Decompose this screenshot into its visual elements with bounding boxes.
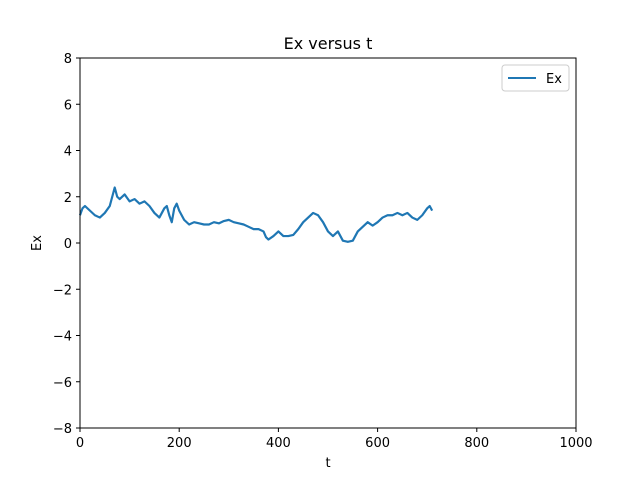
y-tick-label: −8 bbox=[53, 422, 72, 437]
x-tick-label: 400 bbox=[266, 436, 291, 451]
series-layer bbox=[78, 186, 434, 243]
x-tick-label: 800 bbox=[464, 436, 489, 451]
x-tick-label: 600 bbox=[365, 436, 390, 451]
chart-title: Ex versus t bbox=[284, 34, 373, 53]
y-axis-label: Ex bbox=[30, 235, 45, 251]
y-tick-label: −6 bbox=[53, 376, 72, 391]
y-tick-label: 2 bbox=[64, 191, 72, 206]
x-tick-label: 200 bbox=[167, 436, 192, 451]
plot-area bbox=[80, 58, 576, 428]
x-axis-ticks: 0 200 400 600 800 1000 bbox=[76, 428, 593, 451]
legend-label: Ex bbox=[546, 72, 562, 87]
x-tick-label: 1000 bbox=[559, 436, 592, 451]
y-tick-label: 8 bbox=[64, 52, 72, 67]
legend: Ex bbox=[501, 64, 570, 92]
y-tick-label: 4 bbox=[64, 145, 72, 160]
x-tick-label: 0 bbox=[76, 436, 84, 451]
y-tick-label: −4 bbox=[53, 330, 72, 345]
y-tick-label: 6 bbox=[64, 98, 72, 113]
series-line-ex bbox=[78, 186, 434, 243]
y-tick-label: −2 bbox=[53, 283, 72, 298]
x-axis-label: t bbox=[325, 456, 330, 471]
y-axis-ticks: −8 −6 −4 −2 0 2 4 6 8 bbox=[53, 52, 80, 437]
y-tick-label: 0 bbox=[64, 237, 72, 252]
